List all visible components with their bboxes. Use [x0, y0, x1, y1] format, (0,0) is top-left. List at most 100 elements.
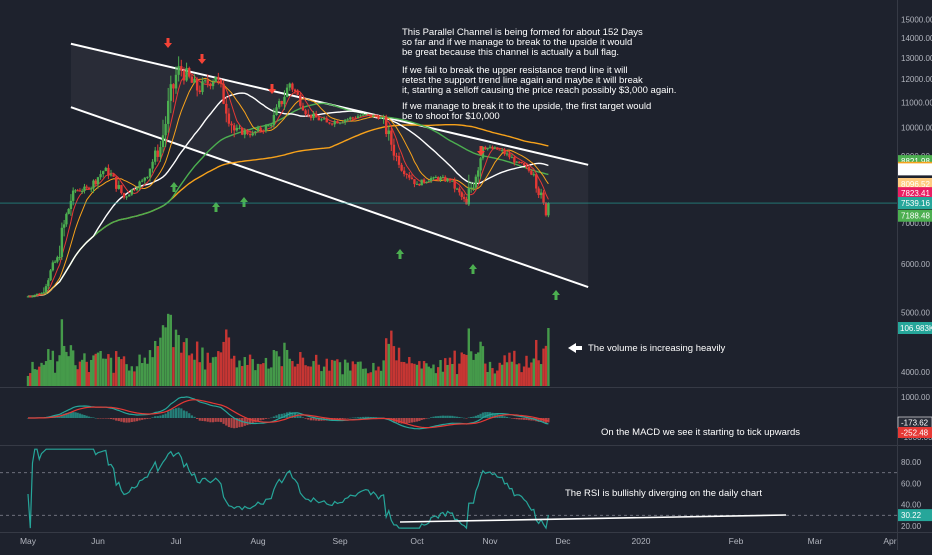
rsi-pane[interactable]	[0, 448, 897, 530]
volume-bar	[535, 339, 538, 386]
volume-annotation[interactable]: The volume is increasing heavily	[568, 343, 726, 354]
volume-bar	[351, 361, 355, 386]
candle-body	[500, 149, 504, 151]
candle-body	[418, 183, 421, 186]
price-axis-tick: 15000.00	[901, 16, 932, 25]
macd-histogram-bar	[537, 418, 540, 422]
price-label-text: 7823.41	[901, 189, 930, 198]
macd-histogram-bar	[503, 416, 506, 418]
candle-body	[201, 81, 204, 93]
macd-histogram-bar	[104, 418, 107, 419]
macd-histogram-bar	[92, 417, 95, 418]
candle-body	[288, 83, 291, 88]
volume-bar	[525, 355, 528, 386]
candle-body	[472, 187, 475, 189]
candle-body	[425, 182, 428, 184]
candle-body	[44, 286, 48, 293]
macd-histogram-bar	[241, 418, 244, 427]
macd-histogram-bar	[460, 417, 463, 418]
volume-bar	[446, 364, 449, 386]
candle-body	[148, 168, 152, 177]
macd-histogram-bar	[413, 418, 416, 423]
candle-body	[387, 130, 390, 135]
rsi-axis-tick: 20.00	[901, 522, 922, 531]
volume-note: The volume is increasing heavily	[588, 343, 726, 354]
candle-body	[515, 161, 518, 163]
volume-bar	[154, 340, 157, 386]
candle-body	[280, 101, 284, 105]
volume-bar	[513, 350, 516, 386]
candle-body	[307, 114, 310, 116]
candle-body	[532, 174, 535, 176]
volume-bar	[44, 361, 48, 386]
candle-body	[420, 179, 423, 186]
volume-bar	[432, 364, 435, 386]
candle-body	[49, 270, 52, 281]
candle-body	[444, 176, 447, 182]
macd-histogram-bar	[278, 414, 281, 418]
candle-body	[206, 80, 209, 84]
macd-histogram-bar	[513, 418, 516, 419]
macd-note[interactable]: On the MACD we see it starting to tick u…	[601, 427, 800, 438]
candle-body	[522, 163, 526, 166]
volume-bar	[369, 372, 372, 386]
candle-body	[293, 89, 297, 92]
macd-histogram-bar	[408, 418, 411, 424]
price-label-text: 8821.98	[901, 157, 930, 166]
candle-body	[518, 161, 521, 163]
candle-body	[343, 119, 347, 123]
macd-histogram-bar	[214, 418, 217, 422]
macd-histogram-bar	[177, 407, 180, 418]
annotation-line-5: If we fail to break the upper resistance…	[402, 65, 627, 76]
macd-histogram-bar	[448, 415, 452, 418]
candle-body	[94, 180, 97, 185]
arrow-up-icon	[396, 249, 404, 259]
time-axis-label: Nov	[482, 536, 498, 546]
macd-histogram-bar	[133, 418, 136, 422]
volume-bar	[164, 327, 167, 386]
macd-histogram-bar	[479, 413, 482, 418]
axes[interactable]: May Jun Jul Aug Sep Oct Nov Dec 2020 Feb Mar Apr 150…	[0, 16, 932, 546]
candle-body	[112, 174, 115, 177]
volume-bar	[374, 370, 378, 386]
volume-bar	[71, 350, 75, 386]
annotation-line-6: retest the support trend line again and …	[402, 75, 643, 86]
candle-body	[455, 188, 459, 190]
channel-lower-line[interactable]	[70, 106, 589, 289]
volume-bar	[484, 363, 487, 386]
candle-body	[53, 261, 57, 263]
volume-bar	[436, 367, 440, 386]
candle-body	[488, 146, 492, 148]
candle-body	[222, 83, 225, 104]
volume-bar	[453, 350, 456, 386]
channel-annotation[interactable]: This Parallel Channel is being formed fo…	[402, 27, 676, 122]
rsi-note[interactable]: The RSI is bullishly diverging on the da…	[565, 488, 762, 499]
volume-bar	[148, 350, 152, 386]
macd-histogram-bar	[67, 412, 70, 418]
macd-histogram-bar	[481, 412, 485, 418]
candle-body	[117, 185, 120, 189]
volume-bar	[280, 366, 284, 386]
volume-bar	[270, 367, 273, 386]
volume-bar	[209, 362, 212, 386]
macd-pane[interactable]	[26, 396, 550, 430]
macd-histogram-bar	[467, 417, 470, 418]
volume-bar	[69, 345, 73, 386]
volume-bar	[248, 354, 252, 386]
volume-bar	[293, 366, 297, 386]
candle-body	[115, 176, 118, 189]
price-label-box	[898, 209, 932, 222]
time-axis-label: Dec	[555, 536, 571, 546]
candle-body	[60, 227, 64, 257]
candle-body	[299, 94, 302, 106]
price-axis-tick: 13000.00	[901, 54, 932, 63]
volume-bar	[400, 361, 403, 386]
macd-histogram-bar	[451, 415, 454, 418]
volume-bar	[530, 362, 533, 386]
candle-body	[427, 181, 430, 183]
volume-bar	[125, 364, 128, 386]
candle-body	[351, 117, 355, 119]
volume-bar	[256, 363, 260, 386]
